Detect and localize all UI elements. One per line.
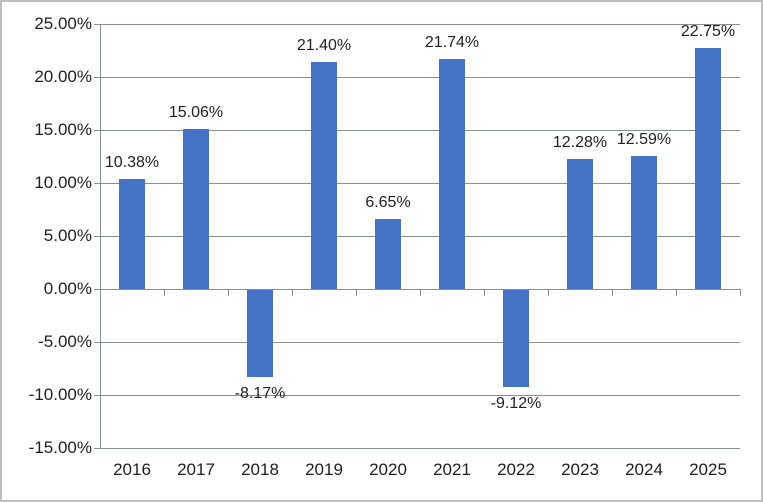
- gridline: [100, 236, 740, 237]
- gridline: [100, 342, 740, 343]
- bar-value-label: 21.74%: [424, 34, 480, 51]
- gridline: [100, 77, 740, 78]
- x-axis-category-label: 2023: [561, 460, 599, 479]
- x-axis-category-label: 2020: [369, 460, 407, 479]
- y-axis-tick-label: 20.00%: [34, 67, 92, 86]
- x-axis-tick: [292, 289, 293, 296]
- y-axis-tick-label: 15.00%: [34, 120, 92, 139]
- x-axis-tick: [420, 289, 421, 296]
- gridline: [100, 395, 740, 396]
- y-axis-tick: [94, 342, 100, 343]
- bar-2020: [375, 219, 401, 289]
- bar-value-label: -9.12%: [490, 395, 542, 412]
- x-axis-tick: [612, 289, 613, 296]
- bar-2021: [439, 59, 465, 289]
- x-axis-category-label: 2018: [241, 460, 279, 479]
- x-axis-tick: [356, 289, 357, 296]
- x-axis-category-label: 2019: [305, 460, 343, 479]
- x-axis-tick: [228, 289, 229, 296]
- x-axis-tick: [548, 289, 549, 296]
- y-axis-tick-label: 0.00%: [43, 279, 92, 298]
- y-axis-tick: [94, 183, 100, 184]
- x-axis-category-label: 2017: [177, 460, 215, 479]
- bar-2017: [183, 129, 209, 289]
- bar-value-label: 15.06%: [168, 104, 224, 121]
- bar-2024: [631, 156, 657, 289]
- bar-value-label: 21.40%: [296, 37, 352, 54]
- y-axis-tick-label: -15.00%: [28, 438, 92, 457]
- y-axis-tick-label: -5.00%: [38, 332, 92, 351]
- y-axis-tick: [94, 289, 100, 290]
- bar-value-label: 6.65%: [365, 194, 411, 211]
- gridline: [100, 24, 740, 25]
- bar-value-label: -8.17%: [234, 385, 286, 402]
- gridline: [100, 448, 740, 449]
- bar-2016: [119, 179, 145, 289]
- bar-2023: [567, 159, 593, 289]
- x-axis-tick: [484, 289, 485, 296]
- y-axis-tick: [94, 77, 100, 78]
- y-axis-tick-label: 10.00%: [34, 173, 92, 192]
- x-axis-category-label: 2025: [689, 460, 727, 479]
- x-axis-category-label: 2021: [433, 460, 471, 479]
- y-axis-tick: [94, 130, 100, 131]
- bar-value-label: 12.28%: [552, 134, 608, 151]
- x-axis-category-label: 2022: [497, 460, 535, 479]
- bar-2018: [247, 290, 273, 377]
- x-axis-tick: [676, 289, 677, 296]
- y-axis-line: [100, 24, 101, 448]
- bar-value-label: 22.75%: [680, 23, 736, 40]
- x-axis-tick: [740, 289, 741, 296]
- y-axis-tick-label: 5.00%: [43, 226, 92, 245]
- bar-2019: [311, 62, 337, 289]
- y-axis-tick: [94, 24, 100, 25]
- x-axis-tick: [100, 289, 101, 296]
- bar-value-label: 10.38%: [104, 154, 160, 171]
- y-axis-tick-label: -10.00%: [28, 385, 92, 404]
- x-axis-category-label: 2016: [113, 460, 151, 479]
- bar-2025: [695, 48, 721, 289]
- y-axis-tick-label: 25.00%: [34, 14, 92, 33]
- gridline: [100, 183, 740, 184]
- bar-2022: [503, 290, 529, 387]
- y-axis-tick: [94, 236, 100, 237]
- y-axis-tick: [94, 448, 100, 449]
- bar-value-label: 12.59%: [616, 131, 672, 148]
- gridline: [100, 130, 740, 131]
- x-axis-category-label: 2024: [625, 460, 663, 479]
- x-axis-tick: [164, 289, 165, 296]
- y-axis-tick: [94, 395, 100, 396]
